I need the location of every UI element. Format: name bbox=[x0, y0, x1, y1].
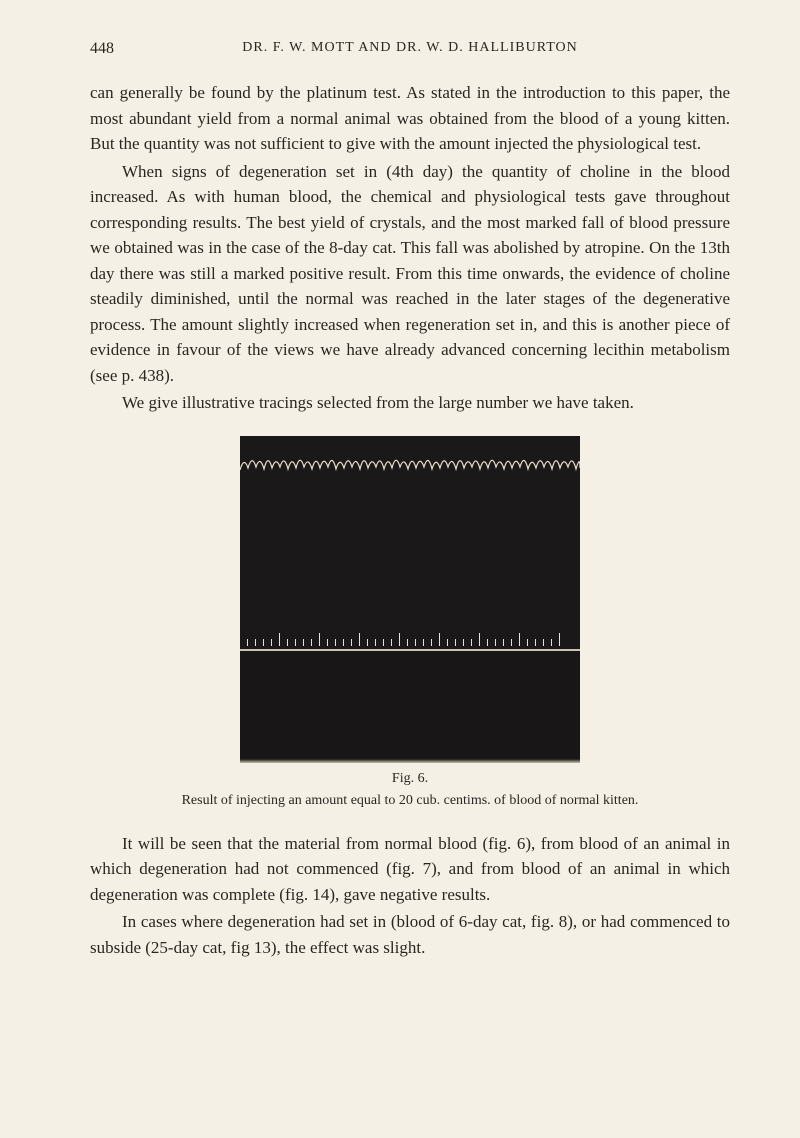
tick-mark bbox=[471, 639, 472, 646]
tick-mark bbox=[551, 639, 552, 646]
figure-bottom-edge bbox=[240, 759, 580, 763]
tick-mark bbox=[279, 633, 280, 646]
tick-mark bbox=[295, 639, 296, 646]
tick-mark bbox=[423, 639, 424, 646]
tick-mark bbox=[543, 639, 544, 646]
tick-mark bbox=[535, 639, 536, 646]
tick-mark bbox=[559, 633, 560, 646]
tick-mark bbox=[351, 639, 352, 646]
tick-mark bbox=[487, 639, 488, 646]
tick-mark bbox=[439, 633, 440, 646]
tick-mark bbox=[255, 639, 256, 646]
tick-mark bbox=[415, 639, 416, 646]
tick-mark bbox=[335, 639, 336, 646]
tick-mark bbox=[303, 639, 304, 646]
tick-mark bbox=[271, 639, 272, 646]
tick-mark bbox=[511, 639, 512, 646]
tick-mark bbox=[375, 639, 376, 646]
figure-6: Fig. 6. Result of injecting an amount eq… bbox=[90, 436, 730, 809]
figure-caption: Result of injecting an amount equal to 2… bbox=[90, 793, 730, 809]
paragraph-5: In cases where degeneration had set in (… bbox=[90, 909, 730, 960]
paragraph-2: When signs of degeneration set in (4th d… bbox=[90, 159, 730, 389]
tick-mark bbox=[455, 639, 456, 646]
figure-image bbox=[240, 436, 580, 763]
tick-mark bbox=[319, 633, 320, 646]
tick-mark bbox=[343, 639, 344, 646]
waveform-trace bbox=[240, 448, 580, 478]
waveform-section bbox=[240, 436, 580, 646]
body-text-block: can generally be found by the platinum t… bbox=[90, 80, 730, 416]
paragraph-3: We give illustrative tracings selected f… bbox=[90, 390, 730, 416]
tick-mark bbox=[479, 633, 480, 646]
figure-lower-section bbox=[240, 651, 580, 759]
page-header: 448 DR. F. W. MOTT AND DR. W. D. HALLIBU… bbox=[90, 40, 730, 56]
tick-mark bbox=[311, 639, 312, 646]
tick-mark bbox=[495, 639, 496, 646]
tick-mark bbox=[383, 639, 384, 646]
paragraph-4: It will be seen that the material from n… bbox=[90, 831, 730, 908]
waveform-path bbox=[240, 460, 580, 470]
figure-label: Fig. 6. bbox=[90, 771, 730, 787]
tick-mark bbox=[463, 639, 464, 646]
tick-mark bbox=[399, 633, 400, 646]
body-text-after-figure: It will be seen that the material from n… bbox=[90, 831, 730, 961]
page-number-container: 448 bbox=[90, 40, 114, 58]
running-header: DR. F. W. MOTT AND DR. W. D. HALLIBURTON bbox=[242, 40, 577, 56]
tick-mark bbox=[367, 639, 368, 646]
tick-mark bbox=[359, 633, 360, 646]
tick-mark bbox=[263, 639, 264, 646]
page-number: 448 bbox=[90, 40, 114, 57]
tick-mark bbox=[447, 639, 448, 646]
tick-mark bbox=[287, 639, 288, 646]
tick-mark bbox=[247, 639, 248, 646]
tick-mark bbox=[391, 639, 392, 646]
tick-mark bbox=[431, 639, 432, 646]
paragraph-1: can generally be found by the platinum t… bbox=[90, 80, 730, 157]
tick-row bbox=[240, 630, 580, 646]
tick-mark bbox=[407, 639, 408, 646]
tick-mark bbox=[519, 633, 520, 646]
tick-mark bbox=[503, 639, 504, 646]
tick-mark bbox=[327, 639, 328, 646]
tick-mark bbox=[527, 639, 528, 646]
